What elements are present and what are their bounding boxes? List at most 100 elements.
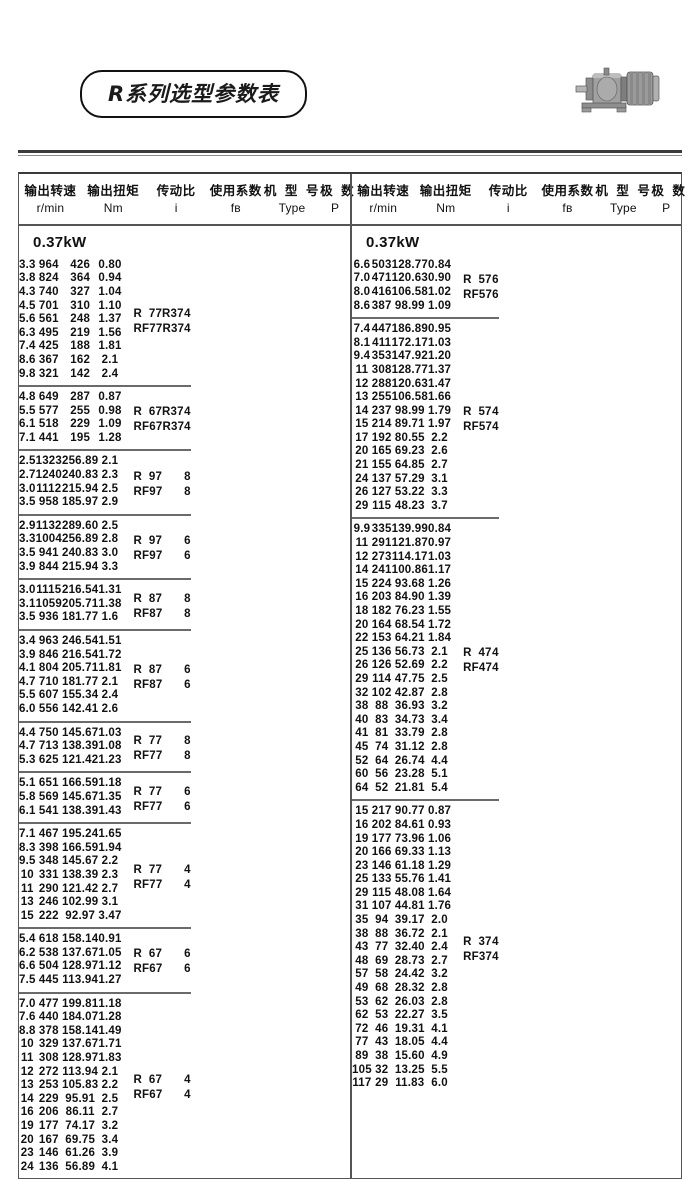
- cell-torque: 477: [38, 997, 59, 1010]
- cell-ratio: 287: [70, 391, 91, 404]
- cell-factor: 0.80: [98, 258, 122, 271]
- col-unit-poles: P: [330, 200, 340, 215]
- cell-speed: 22: [355, 632, 369, 645]
- pole-value: 6: [184, 785, 191, 798]
- cell-ratio: 248: [70, 313, 91, 326]
- cell-factor: 1.37: [427, 363, 452, 376]
- cell-speed: 3.0: [19, 482, 36, 495]
- cell-factor: 1.64: [427, 886, 452, 899]
- cell-speed: 6.3: [19, 326, 36, 339]
- col-unit-factor: fв: [562, 200, 573, 215]
- cell-factor: 2.2: [101, 855, 119, 868]
- cell-factor: 1.04: [98, 285, 122, 298]
- cell-factor: 2.3: [101, 868, 119, 881]
- table-row: 72 46 19.31 4.1: [352, 1023, 499, 1037]
- cell-ratio: 80.55: [394, 431, 425, 444]
- cell-type: R 97 RF97: [122, 450, 185, 514]
- cell-factor: 4.1: [101, 1160, 119, 1173]
- cell-factor: 1.03: [427, 336, 452, 349]
- cell-ratio: 28.73: [394, 954, 425, 967]
- table-row: 24 137 57.29 3.1: [352, 473, 499, 487]
- table-row: 6.6 504 128.97 1.12: [19, 960, 191, 974]
- table-row: 5.5 607 155.34 2.4: [19, 689, 191, 703]
- cell-factor: 1.56: [98, 326, 122, 339]
- cell-torque: 69: [375, 954, 389, 967]
- cell-ratio: 47.75: [394, 672, 425, 685]
- type-name: RF37: [463, 951, 493, 964]
- right-table: 输出转速 输出扭矩 传动比 使用系数 机 型 号 极 数 r/min Nm i …: [352, 174, 685, 1095]
- table-row: 11 308 128.97 1.83: [19, 1052, 191, 1066]
- cell-ratio: 166.59: [61, 777, 99, 790]
- table-row: 29 115 48.23 3.7: [352, 500, 499, 519]
- cell-speed: 2.7: [19, 469, 36, 482]
- cell-torque: 846: [38, 648, 59, 661]
- table-row: 8.6 387 98.99 1.09: [352, 300, 499, 319]
- pole-value: 4: [184, 421, 191, 434]
- cell-ratio: 13.25: [394, 1063, 425, 1076]
- table-row: 5.3 625 121.42 1.23: [19, 754, 191, 773]
- cell-factor: 1.10: [98, 299, 122, 312]
- type-name: R 87: [133, 663, 163, 676]
- spec-group: 7.0 477 199.81 1.18 R 67 RF67 4 4 7.6 440 184.07 1.…: [19, 992, 191, 1179]
- cell-torque: 964: [38, 258, 59, 271]
- table-row: 13 255 106.58 1.66: [352, 391, 499, 405]
- cell-factor: 1.83: [98, 1052, 122, 1065]
- cell-factor: 3.5: [431, 1009, 448, 1022]
- cell-speed: 7.5: [19, 974, 36, 987]
- cell-torque: 177: [38, 1120, 59, 1132]
- cell-speed: 31: [355, 900, 369, 913]
- cell-factor: 0.94: [98, 272, 122, 285]
- cell-torque: 237: [371, 404, 392, 417]
- cell-torque: 649: [38, 391, 59, 404]
- pole-value: 8: [184, 592, 191, 605]
- col-header-poles-cn: 极 数: [320, 184, 357, 198]
- table-row: 3.5 936 181.77 1.6: [19, 611, 191, 630]
- table-row: 11 308 128.77 1.37: [352, 364, 499, 378]
- type-name: RF67: [133, 1089, 163, 1102]
- cell-speed: 19: [355, 832, 369, 845]
- cell-factor: 2.8: [431, 727, 448, 740]
- table-row: 20 164 68.54 1.72: [352, 619, 499, 633]
- cell-ratio: 48.23: [394, 499, 425, 512]
- cell-ratio: 98.99: [394, 404, 425, 417]
- cell-factor: 0.84: [427, 258, 452, 271]
- pole-value: 8: [184, 470, 191, 483]
- cell-ratio: 137.67: [61, 946, 99, 959]
- cell-speed: 29: [355, 886, 369, 899]
- cell-torque: 1132: [35, 519, 62, 532]
- cell-ratio: 166.59: [61, 841, 99, 854]
- cell-factor: 1.18: [98, 997, 122, 1010]
- cell-speed: 29: [355, 672, 369, 685]
- pole-value: 6: [184, 550, 191, 563]
- table-row: 7.1 441 195 1.28: [19, 432, 191, 451]
- table-row: 6.6 503 128.77 0.84 R 57 RF57 6 6: [352, 255, 499, 301]
- spec-group: 4.4 750 145.67 1.03 R 77 RF77 8 8 4.7 713 138.39 1.…: [19, 721, 191, 773]
- table-row: 77 43 18.05 4.4: [352, 1036, 499, 1050]
- cell-torque: 618: [38, 933, 59, 946]
- cell-type: R 67 RF67: [122, 993, 185, 1179]
- cell-torque: 353: [371, 350, 392, 363]
- cell-ratio: 64.85: [394, 459, 425, 472]
- cell-speed: 35: [355, 914, 369, 927]
- type-name: R 47: [463, 647, 492, 660]
- cell-torque: 192: [371, 431, 392, 444]
- type-name: RF77: [133, 800, 163, 813]
- cell-torque: 229: [38, 1092, 59, 1105]
- cell-ratio: 69.23: [394, 445, 425, 458]
- cell-type: R 87 RF87: [122, 579, 185, 630]
- cell-speed: 2.5: [19, 455, 36, 468]
- cell-factor: 1.49: [98, 1024, 122, 1037]
- table-row: 38 88 36.93 3.2: [352, 700, 499, 714]
- cell-torque: 133: [371, 873, 392, 886]
- cell-torque: 447: [371, 323, 392, 336]
- cell-factor: 2.5: [101, 1092, 119, 1105]
- cell-speed: 3.0: [19, 584, 36, 597]
- cell-factor: 1.09: [98, 418, 122, 431]
- cell-factor: 5.4: [431, 781, 448, 794]
- cell-torque: 518: [38, 418, 59, 431]
- cell-ratio: 255: [70, 404, 91, 417]
- cell-speed: 48: [355, 954, 369, 967]
- cell-torque: 62: [375, 995, 389, 1008]
